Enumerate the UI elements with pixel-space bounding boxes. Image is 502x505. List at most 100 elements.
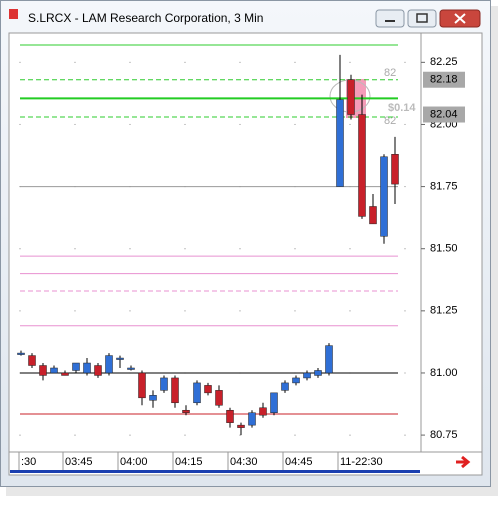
chart-area bbox=[8, 32, 483, 476]
price-marker bbox=[423, 71, 465, 88]
candle-body bbox=[182, 409, 190, 413]
grid-dot bbox=[294, 61, 296, 63]
grid-dot bbox=[129, 434, 131, 436]
candle-body bbox=[226, 409, 234, 423]
maximize-icon bbox=[416, 13, 428, 23]
grid-dot bbox=[404, 310, 406, 312]
grid-dot bbox=[349, 61, 351, 63]
y-tick-label: 81.50 bbox=[430, 243, 458, 255]
scroll-right-arrow[interactable] bbox=[456, 455, 471, 469]
grid-dot bbox=[239, 61, 241, 63]
grid-dot bbox=[19, 123, 21, 126]
candle-body bbox=[336, 99, 344, 187]
candle-body bbox=[94, 365, 102, 376]
maximize-button[interactable] bbox=[407, 9, 437, 28]
grid-dot bbox=[239, 310, 241, 312]
candle-body bbox=[237, 424, 245, 428]
candle-body bbox=[248, 412, 256, 426]
grid-dot bbox=[404, 61, 406, 63]
x-tick-label: 04:15 bbox=[175, 456, 203, 468]
candle-body bbox=[149, 395, 157, 401]
candle-body bbox=[303, 372, 311, 379]
grid-dot bbox=[349, 123, 351, 126]
candle-body bbox=[325, 345, 333, 374]
grid-dot bbox=[294, 434, 296, 436]
candle-body bbox=[171, 377, 179, 404]
candle-body bbox=[72, 362, 80, 371]
grid-dot bbox=[184, 310, 186, 312]
grid-dot bbox=[129, 248, 131, 250]
grid-dot bbox=[129, 123, 131, 126]
grid-dot bbox=[74, 434, 76, 436]
grid-dot bbox=[74, 310, 76, 312]
grid-dot bbox=[349, 310, 351, 312]
candle-body bbox=[193, 382, 201, 404]
y-tick-label: 80.75 bbox=[430, 429, 458, 441]
x-tick-label: 11-22:30 bbox=[340, 456, 383, 468]
candle-body bbox=[138, 372, 146, 399]
scrollbar[interactable] bbox=[10, 470, 420, 473]
candle-body bbox=[391, 154, 399, 185]
grid-dot bbox=[19, 310, 21, 312]
price-marker-label: 82.04 bbox=[430, 108, 458, 120]
candle-body bbox=[50, 367, 58, 374]
candle-body bbox=[83, 362, 91, 374]
candle-body bbox=[259, 407, 267, 416]
app-icon bbox=[9, 9, 18, 19]
candle-body bbox=[127, 367, 135, 370]
grid-dot bbox=[19, 434, 21, 436]
grid-dot bbox=[74, 123, 76, 126]
grid-dot bbox=[129, 61, 131, 63]
x-tick-label: :30 bbox=[21, 456, 36, 468]
candle-body bbox=[215, 390, 223, 406]
price-marker-label: 82.18 bbox=[430, 74, 458, 86]
annotation: $0.14 bbox=[388, 102, 416, 114]
candle-body bbox=[204, 385, 212, 394]
candle-body bbox=[358, 114, 366, 217]
grid-dot bbox=[239, 123, 241, 126]
candle-body bbox=[369, 206, 377, 225]
grid-dot bbox=[74, 248, 76, 250]
candle-body bbox=[61, 372, 69, 376]
grid-dot bbox=[239, 434, 241, 436]
grid-dot bbox=[294, 310, 296, 312]
candle-body bbox=[314, 370, 322, 376]
candle-body bbox=[292, 377, 300, 384]
grid-dot bbox=[184, 123, 186, 126]
annotation: 82 bbox=[384, 115, 396, 127]
candle-body bbox=[116, 357, 124, 360]
grid-dot bbox=[294, 123, 296, 126]
grid-dot bbox=[349, 248, 351, 250]
y-tick-label: 82.25 bbox=[430, 56, 458, 68]
grid-dot bbox=[184, 61, 186, 63]
window-title: S.LRCX - LAM Research Corporation, 3 Min bbox=[28, 11, 263, 25]
grid-dot bbox=[19, 248, 21, 250]
grid-dot bbox=[404, 434, 406, 436]
minimize-button[interactable] bbox=[375, 9, 405, 28]
y-tick-label: 81.75 bbox=[430, 180, 458, 192]
x-tick-label: 04:00 bbox=[120, 456, 148, 468]
grid-dot bbox=[184, 434, 186, 436]
grid-dot bbox=[404, 372, 406, 374]
x-tick-label: 03:45 bbox=[65, 456, 93, 468]
grid-dot bbox=[404, 123, 406, 126]
y-tick-label: 81.00 bbox=[430, 367, 458, 379]
candle-body bbox=[347, 79, 355, 115]
grid-dot bbox=[294, 248, 296, 250]
grid-dot bbox=[404, 248, 406, 250]
grid-dot bbox=[349, 434, 351, 436]
candle-body bbox=[281, 382, 289, 391]
candle-body bbox=[28, 355, 36, 366]
candle-body bbox=[39, 365, 47, 376]
grid-dot bbox=[184, 248, 186, 250]
close-icon bbox=[454, 13, 466, 24]
grid-dot bbox=[19, 61, 21, 63]
price-marker bbox=[423, 106, 465, 123]
x-tick-label: 04:30 bbox=[230, 456, 258, 468]
annotation: 82 bbox=[384, 67, 396, 79]
grid-dot bbox=[74, 61, 76, 63]
y-tick-label: 81.25 bbox=[430, 305, 458, 317]
candle-body bbox=[105, 355, 113, 374]
